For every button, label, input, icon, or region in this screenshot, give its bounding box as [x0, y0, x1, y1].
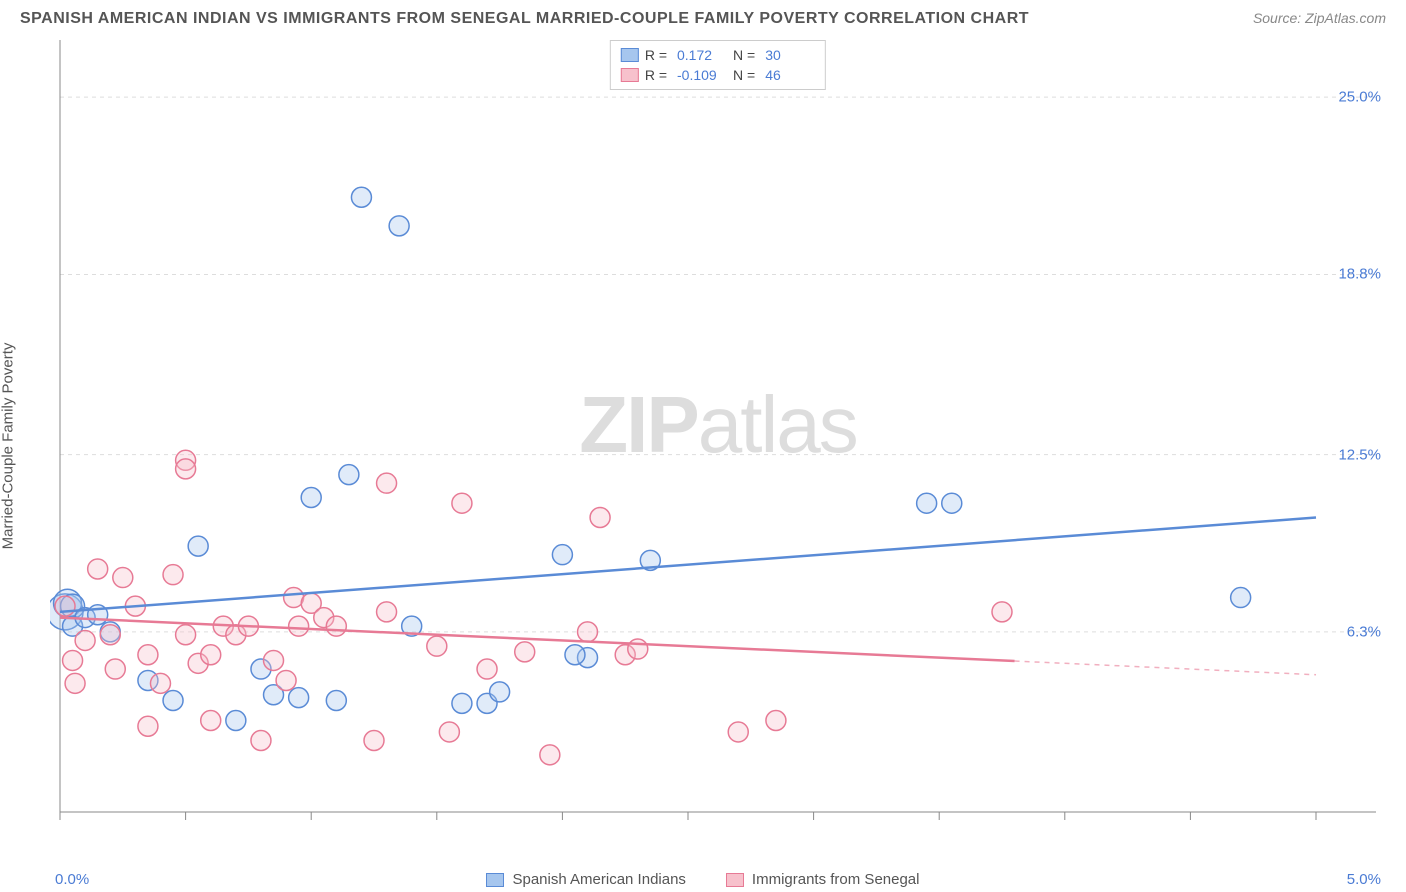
legend-row-series-a: R = 0.172 N = 30 [621, 45, 815, 65]
y-tick-label: 25.0% [1338, 89, 1381, 106]
scatter-plot [50, 40, 1386, 842]
header: SPANISH AMERICAN INDIAN VS IMMIGRANTS FR… [20, 10, 1386, 28]
legend-row-series-b: R = -0.109 N = 46 [621, 65, 815, 85]
swatch-series-a [486, 873, 504, 887]
y-tick-label: 18.8% [1338, 266, 1381, 283]
series-legend: Spanish American Indians Immigrants from… [0, 871, 1406, 888]
legend-item-series-b: Immigrants from Senegal [726, 871, 920, 888]
swatch-series-b [726, 873, 744, 887]
y-tick-label: 12.5% [1338, 446, 1381, 463]
correlation-legend: R = 0.172 N = 30 R = -0.109 N = 46 [610, 40, 826, 90]
chart-container: ZIPatlas R = 0.172 N = 30 R = -0.109 N =… [50, 40, 1386, 842]
x-axis-min-label: 0.0% [55, 871, 89, 888]
swatch-series-b [621, 68, 639, 82]
swatch-series-a [621, 48, 639, 62]
y-axis-label: Married-Couple Family Poverty [0, 343, 17, 550]
chart-title: SPANISH AMERICAN INDIAN VS IMMIGRANTS FR… [20, 10, 1029, 28]
legend-item-series-a: Spanish American Indians [486, 871, 685, 888]
source-label: Source: ZipAtlas.com [1253, 10, 1386, 26]
x-axis-max-label: 5.0% [1347, 871, 1381, 888]
y-tick-label: 6.3% [1347, 623, 1381, 640]
